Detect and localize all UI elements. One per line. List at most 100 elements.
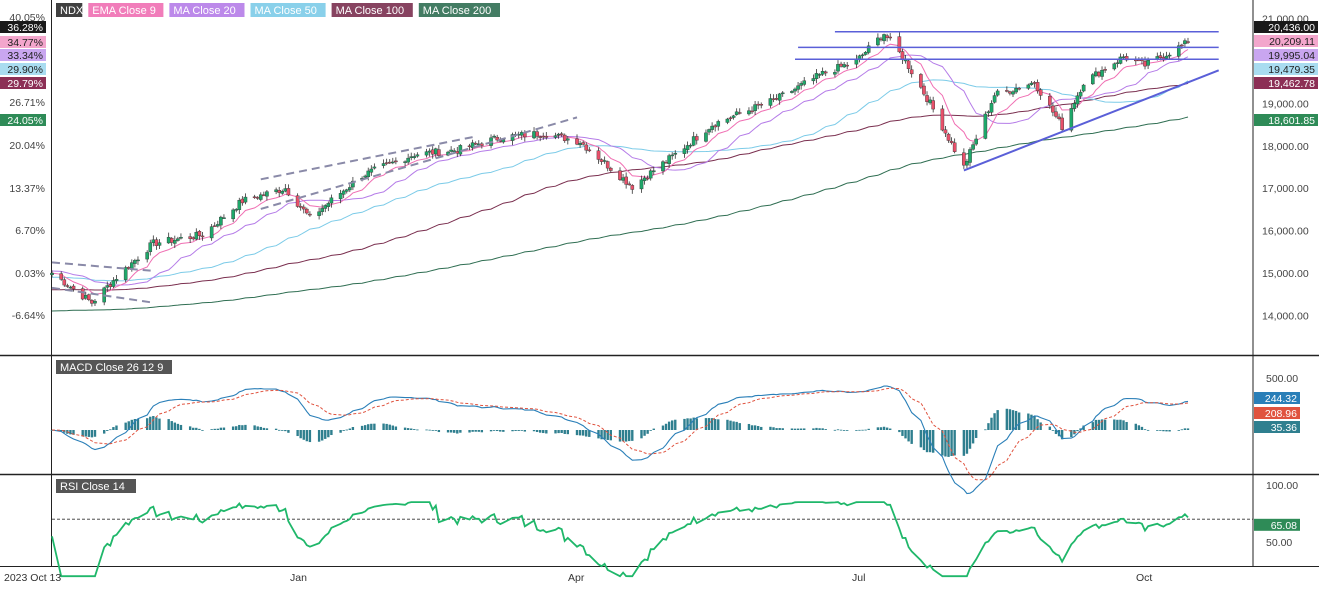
candle-body bbox=[197, 231, 202, 236]
macd-hist-bar bbox=[971, 430, 975, 444]
candle-body bbox=[630, 185, 635, 190]
legend-item-label: MA Close 50 bbox=[255, 5, 317, 17]
macd-hist-bar bbox=[406, 428, 410, 430]
candle-body bbox=[351, 180, 355, 188]
candle-body bbox=[879, 38, 883, 41]
macd-hist-bar bbox=[760, 426, 763, 430]
candle-body bbox=[860, 54, 865, 57]
macd-hist-bar bbox=[434, 430, 437, 431]
macd-hist-bar bbox=[431, 430, 434, 431]
macd-hist-bar bbox=[262, 427, 266, 430]
candle-body bbox=[817, 74, 822, 76]
candle-body bbox=[1014, 87, 1018, 93]
rsi-title: RSI Close 14 bbox=[60, 481, 125, 493]
macd-hist-bar bbox=[1082, 425, 1085, 430]
macd-hist-bar bbox=[781, 428, 784, 430]
macd-hist-bar bbox=[348, 428, 352, 430]
macd-badge-bg bbox=[1254, 421, 1300, 433]
candle-body bbox=[329, 197, 334, 204]
candle-body bbox=[344, 189, 349, 192]
candle-body bbox=[971, 144, 975, 150]
macd-hist-bar bbox=[410, 428, 413, 430]
candle-body bbox=[1072, 103, 1077, 109]
macd-hist-bar bbox=[253, 425, 256, 430]
percent-axis-label: -6.64% bbox=[12, 310, 45, 322]
macd-hist-bar bbox=[618, 430, 622, 442]
percent-axis-label: 0.03% bbox=[15, 268, 45, 280]
macd-hist-bar bbox=[968, 430, 972, 449]
candle-body bbox=[578, 143, 582, 146]
candle-body bbox=[682, 148, 687, 154]
macd-hist-bar bbox=[885, 427, 889, 430]
candle-body bbox=[212, 225, 217, 227]
candle-body bbox=[1121, 56, 1126, 59]
macd-hist-bar bbox=[962, 430, 966, 456]
legend-item-label: MA Close 200 bbox=[423, 5, 491, 17]
candle-body bbox=[532, 131, 536, 139]
candle-body bbox=[415, 154, 420, 157]
macd-hist-bar bbox=[769, 426, 772, 430]
candle-body bbox=[777, 93, 782, 101]
macd-hist-bar bbox=[416, 429, 419, 431]
candle-body bbox=[559, 133, 564, 135]
macd-hist-bar bbox=[1156, 430, 1159, 431]
macd-hist-bar bbox=[456, 430, 459, 434]
legend-item-bg bbox=[88, 3, 164, 17]
candle-body bbox=[1158, 55, 1163, 58]
macd-hist-bar bbox=[646, 430, 649, 434]
candle-body bbox=[1146, 60, 1150, 66]
macd-hist-bar bbox=[106, 430, 109, 431]
candle-body bbox=[750, 110, 754, 113]
candle-body bbox=[1112, 63, 1117, 70]
candle-body bbox=[756, 103, 760, 106]
candle-body bbox=[906, 60, 911, 70]
macd-hist-bar bbox=[145, 418, 149, 430]
candle-body bbox=[885, 35, 889, 38]
time-axis-label: Oct bbox=[1136, 572, 1152, 584]
macd-hist-bar bbox=[600, 430, 603, 440]
macd-hist-bar bbox=[173, 422, 177, 430]
macd-hist-bar bbox=[84, 430, 87, 437]
macd-hist-bar bbox=[833, 429, 837, 431]
macd-hist-bar bbox=[661, 425, 665, 430]
macd-hist-bar bbox=[305, 430, 309, 442]
candle-body bbox=[111, 280, 116, 287]
macd-hist-bar bbox=[115, 425, 118, 430]
candle-body bbox=[215, 224, 220, 227]
candle-body bbox=[925, 95, 929, 102]
candle-body bbox=[1103, 69, 1107, 71]
candle-body bbox=[308, 213, 312, 216]
macd-hist-bar bbox=[560, 430, 563, 434]
candle-body bbox=[412, 156, 417, 158]
macd-axis-label: 500.00 bbox=[1266, 373, 1298, 385]
macd-hist-bar bbox=[575, 430, 579, 436]
candle-body bbox=[909, 69, 914, 75]
macd-hist-bar bbox=[188, 426, 192, 430]
candle-body bbox=[833, 72, 837, 75]
macd-hist-bar bbox=[532, 430, 536, 432]
candle-body bbox=[734, 111, 739, 115]
candle-body bbox=[584, 144, 589, 151]
macd-hist-bar bbox=[922, 430, 926, 451]
candle-body bbox=[243, 196, 248, 203]
macd-hist-bar bbox=[158, 418, 161, 430]
time-axis-label: Jan bbox=[290, 572, 307, 584]
macd-hist-bar bbox=[818, 428, 821, 430]
macd-hist-bar bbox=[867, 428, 870, 430]
candle-body bbox=[169, 238, 174, 243]
macd-hist-bar bbox=[413, 429, 416, 430]
candle-body bbox=[986, 111, 991, 114]
macd-hist-bar bbox=[1027, 413, 1030, 430]
macd-hist-bar bbox=[339, 430, 342, 433]
candle-body bbox=[320, 208, 324, 212]
price-axis-label: 14,000.00 bbox=[1262, 310, 1309, 322]
candle-body bbox=[1161, 56, 1166, 59]
macd-hist-bar bbox=[947, 430, 950, 457]
macd-hist-bar bbox=[1097, 419, 1101, 430]
macd-hist-bar bbox=[112, 427, 115, 430]
macd-hist-bar bbox=[284, 430, 287, 432]
macd-hist-bar bbox=[1054, 430, 1058, 434]
macd-hist-bar bbox=[1180, 429, 1184, 431]
